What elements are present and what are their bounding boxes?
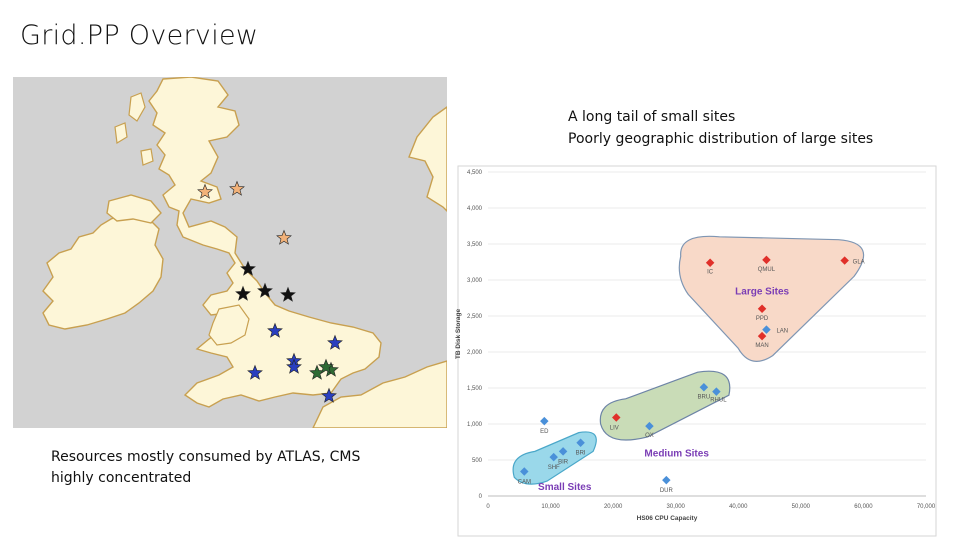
data-point <box>762 325 771 334</box>
site-star-icon <box>321 387 337 403</box>
data-point <box>520 467 529 476</box>
site-stars <box>197 180 343 403</box>
data-point-label: RHUL <box>710 398 727 404</box>
right-caption-line: A long tail of small sites <box>568 109 736 125</box>
site-star-icon <box>257 282 273 298</box>
y-tick-label: 2,500 <box>467 314 483 320</box>
hebrides-island <box>128 92 146 122</box>
data-point <box>705 258 715 267</box>
x-axis-label: HS06 CPU Capacity <box>637 515 698 522</box>
scatter-chart: GLA QMUL IC PPD MAN LAN LIV OX BRU RHUL ED DUR CAM SH… <box>450 160 940 540</box>
hebrides-island <box>114 122 128 144</box>
group-label-small-sites: Small Sites <box>538 482 592 493</box>
uk-map-graphic <box>42 77 447 428</box>
wales-landmass <box>208 304 250 346</box>
y-tick-label: 0 <box>479 494 483 500</box>
y-tick-label: 4,000 <box>467 206 483 212</box>
left-caption-line: highly concentrated <box>51 470 192 486</box>
ireland-north-landmass <box>106 194 162 224</box>
x-tick-label: 30,000 <box>667 504 686 510</box>
data-point <box>549 452 558 462</box>
data-point-label: ED <box>540 429 549 435</box>
right-caption-line: Poorly geographic distribution of large … <box>568 131 874 147</box>
x-axis-ticks: 0 10,000 20,000 30,000 40,000 50,000 60,000 70,… <box>486 504 936 510</box>
data-point-label: GLA <box>853 260 865 266</box>
data-point <box>757 331 767 341</box>
island-west <box>140 148 154 166</box>
right-caption: A long tail of small sites Poorly geogra… <box>568 106 873 150</box>
x-tick-label: 60,000 <box>854 504 873 510</box>
data-point-label: LAN <box>776 329 788 335</box>
data-point-label: OX <box>645 433 654 439</box>
x-tick-label: 50,000 <box>792 504 811 510</box>
data-point-label: CAM <box>518 480 531 486</box>
group-label-medium-sites: Medium Sites <box>644 448 709 459</box>
x-tick-label: 20,000 <box>604 504 623 510</box>
site-star-icon <box>267 322 283 338</box>
great-britain-landmass <box>148 77 382 408</box>
data-point <box>576 438 585 447</box>
slide-title: Grid.PP Overview <box>20 20 259 51</box>
y-tick-label: 3,500 <box>467 242 483 248</box>
data-point-label: BRU <box>698 394 711 400</box>
data-point-label: PPD <box>756 316 769 322</box>
ireland-landmass <box>42 210 164 330</box>
group-label-large-sites: Large Sites <box>735 286 789 297</box>
x-tick-label: 10,000 <box>541 504 560 510</box>
data-point-label: BIR <box>558 459 569 465</box>
y-tick-label: 1,000 <box>467 422 483 428</box>
data-point <box>712 387 721 396</box>
x-tick-label: 0 <box>486 504 490 510</box>
site-star-icon <box>197 183 213 199</box>
data-point <box>558 447 568 456</box>
y-tick-label: 4,500 <box>467 170 483 176</box>
site-star-icon <box>276 229 292 245</box>
continent-coast <box>408 106 447 212</box>
y-axis-ticks: 0 500 1,000 1,500 2,000 2,500 3,000 3,500 4,000 4… <box>467 170 483 500</box>
y-tick-label: 2,000 <box>467 350 483 356</box>
data-point-label: QMUL <box>758 267 776 273</box>
y-tick-label: 1,500 <box>467 386 483 392</box>
site-star-icon <box>235 285 251 301</box>
y-tick-label: 3,000 <box>467 278 483 284</box>
x-tick-label: 40,000 <box>729 504 748 510</box>
data-point <box>645 421 654 431</box>
site-star-icon <box>229 180 245 196</box>
y-axis-label: TB Disk Storage <box>455 309 462 360</box>
y-tick-label: 500 <box>472 458 483 464</box>
medium-sites-region <box>599 370 731 441</box>
data-point <box>762 255 771 265</box>
data-point <box>699 383 709 392</box>
data-point-label: IC <box>707 270 714 276</box>
left-caption: Resources mostly consumed by ATLAS, CMS … <box>51 447 360 489</box>
large-sites-region <box>678 235 865 362</box>
data-point <box>662 475 671 485</box>
site-star-icon <box>240 260 256 276</box>
data-point-label: BRI <box>576 451 586 457</box>
uk-map <box>13 77 447 428</box>
site-star-icon <box>327 334 343 350</box>
data-point-label: MAN <box>755 343 768 349</box>
site-star-icon <box>280 286 296 302</box>
data-point-label: DUR <box>660 488 674 494</box>
site-star-icon <box>286 358 302 374</box>
data-point <box>540 416 549 426</box>
data-point-label: LIV <box>610 426 619 432</box>
site-star-icon <box>247 364 263 380</box>
x-tick-label: 70,000 <box>917 504 936 510</box>
left-caption-line: Resources mostly consumed by ATLAS, CMS <box>51 449 361 465</box>
france-coast <box>312 360 447 428</box>
site-star-icon <box>318 358 334 374</box>
data-point <box>840 256 849 265</box>
data-point-label: SHF <box>548 465 560 471</box>
